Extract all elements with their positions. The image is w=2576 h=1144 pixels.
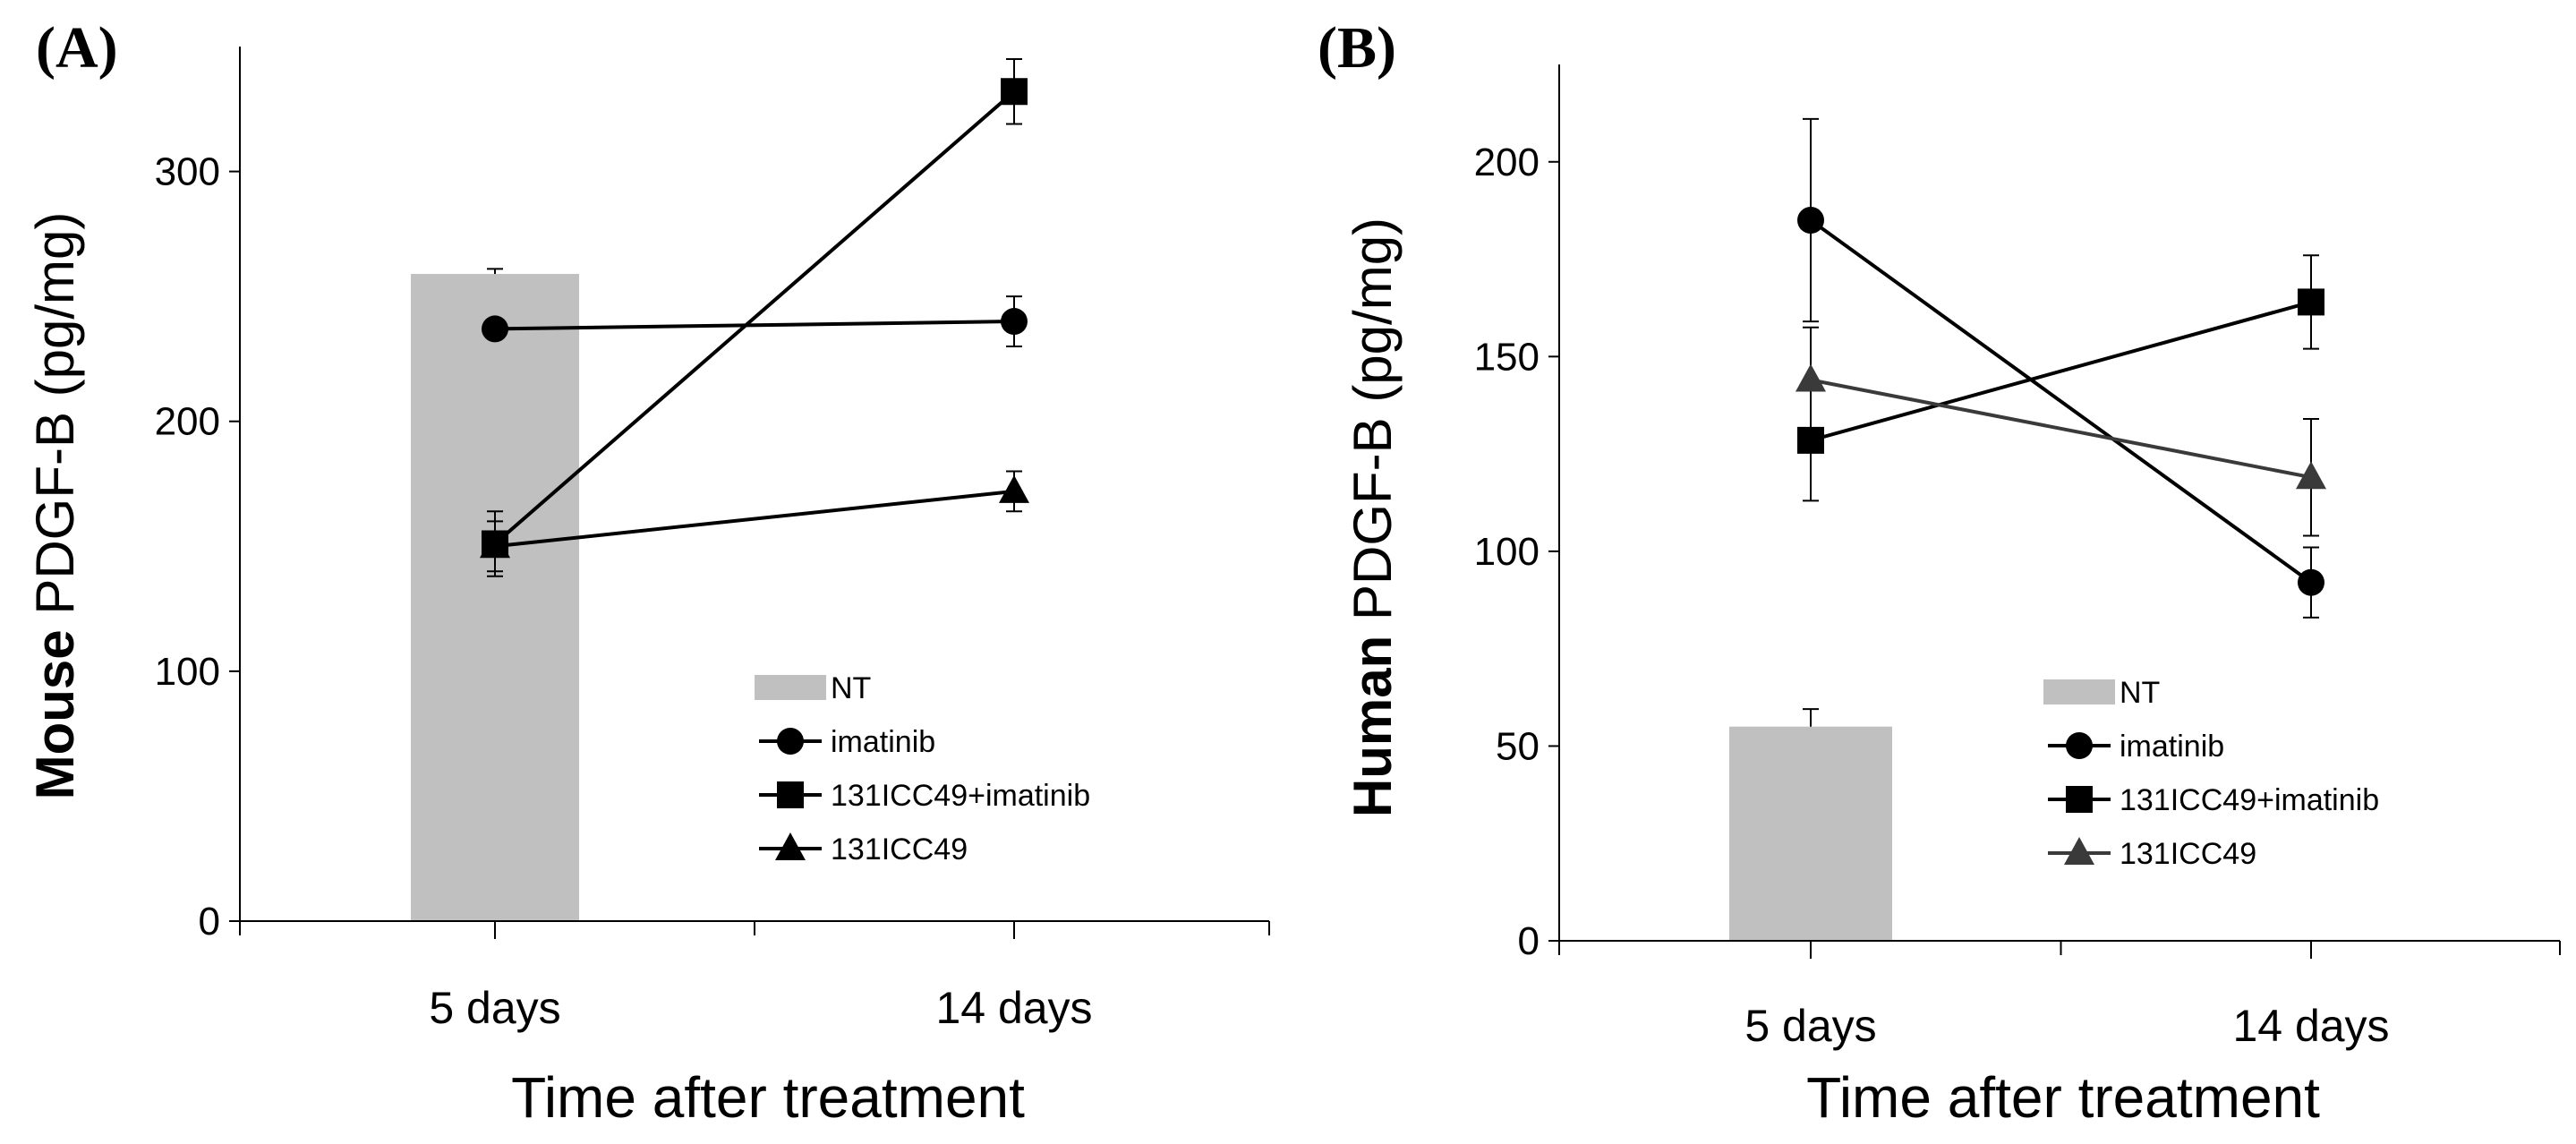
y-axis-label-rest: PDGF-B (pg/mg) [25,212,85,630]
x-tick-label: 14 days [2232,1001,2389,1051]
series-square-line [1810,300,2312,442]
series-square-point [1001,78,1028,106]
chart-a: 0 100 200 300 5 days 14 days Time after treatm… [25,15,1270,1130]
y-tick-label: 100 [1474,530,1540,574]
y-tick-label: 0 [199,900,220,943]
legend-label-nt: NT [2120,676,2160,710]
y-axis-label: Mouse PDGF-B (pg/mg) [25,212,85,800]
series-square-line [493,90,1016,546]
legend: NT imatinib 131ICC49+imatinib 131ICC49 [755,671,1090,867]
y-tick-label: 300 [155,150,220,194]
legend-marker-circle [2066,732,2093,759]
x-axis-label: Time after treatment [511,1065,1025,1130]
y-axis-label-bold: Mouse [25,629,85,799]
x-tick-label: 5 days [429,983,560,1033]
legend-label-circle: imatinib [2120,730,2224,764]
y-tick-label: 100 [155,650,220,694]
series-circle-point [482,315,508,343]
panel-label: (B) [1318,15,1396,81]
series-triangle-point [1796,363,1826,392]
series-triangle-point [2296,461,2326,490]
x-tick-label: 14 days [935,983,1092,1033]
series-circle-line [1809,218,2313,585]
legend-marker-triangle [2064,837,2094,865]
y-tick-label: 200 [155,400,220,444]
legend-marker-square [2066,786,2093,813]
y-axis-label-bold: Human [1343,636,1403,817]
series-circle-point [1797,207,1824,235]
x-tick-label: 5 days [1744,1001,1876,1051]
y-tick-label: 0 [1518,919,1540,963]
y-axis-label-rest: PDGF-B (pg/mg) [1343,218,1403,636]
panel-label: (A) [36,15,118,81]
legend-swatch-nt [755,675,826,700]
legend-marker-square [777,781,804,808]
legend-label-square: 131ICC49+imatinib [831,779,1090,813]
series-circle-line [494,320,1015,331]
series-circle-point [2298,568,2324,596]
nt-bar [1729,726,1892,941]
legend-marker-triangle [775,832,806,860]
series-triangle-point [999,474,1029,503]
series-triangle-line [1810,378,2312,480]
y-tick-label: 150 [1474,335,1540,379]
legend-swatch-nt [2043,679,2115,704]
series-circle-point [1001,308,1028,336]
nt-bar [411,274,579,921]
legend-label-triangle: 131ICC49 [831,832,968,867]
series-triangle-line [494,489,1015,549]
legend-label-nt: NT [831,671,871,705]
series-square-point [2298,288,2324,316]
chart-b: 0 50 100 150 200 5 days 14 days Time after trea… [1318,15,2561,1130]
legend-label-square: 131ICC49+imatinib [2120,783,2379,817]
y-axis-label: Human PDGF-B (pg/mg) [1343,218,1403,817]
y-tick-label: 50 [1496,724,1540,768]
legend-marker-circle [777,728,804,755]
legend-label-triangle: 131ICC49 [2120,837,2256,871]
legend: NT imatinib 131ICC49+imatinib 131ICC49 [2043,676,2379,871]
legend-label-circle: imatinib [831,725,935,759]
series-triangle-point [480,530,510,559]
x-axis-label: Time after treatment [1806,1065,2320,1130]
y-tick-label: 200 [1474,141,1540,184]
